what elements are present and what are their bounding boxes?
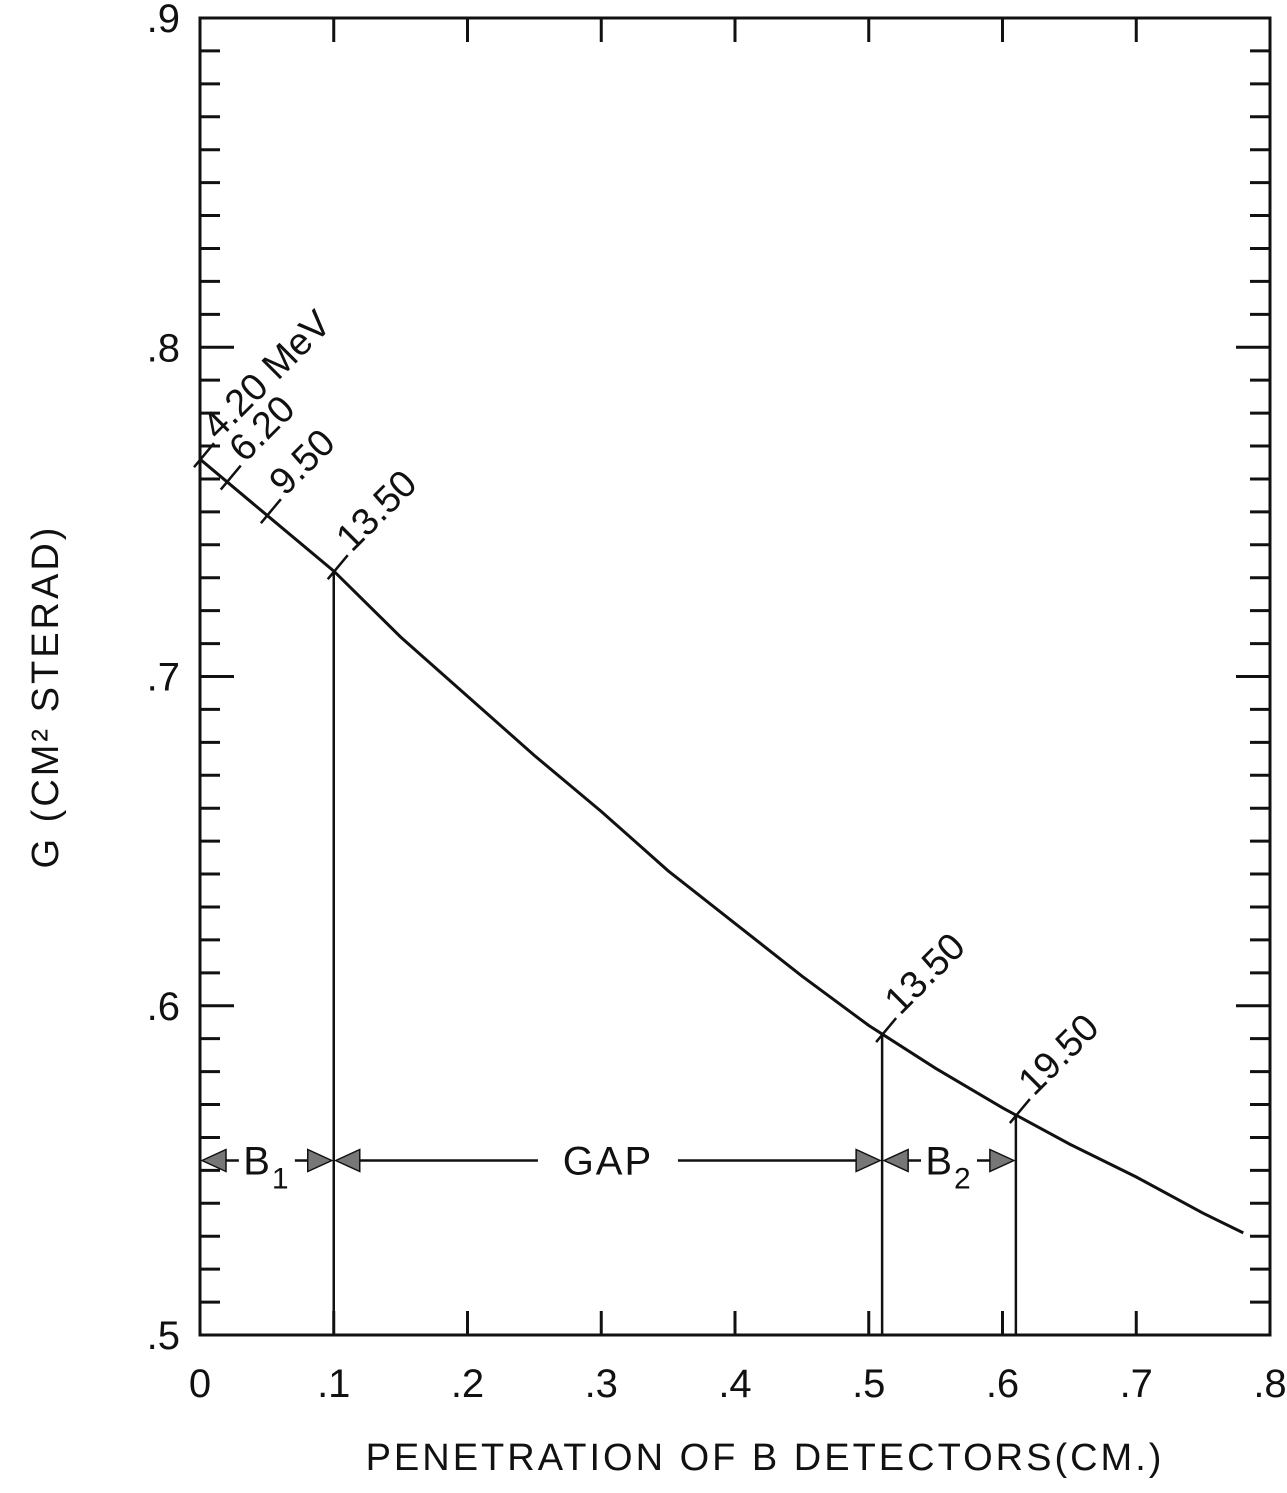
x-tick-label: .5 xyxy=(852,1362,885,1406)
annotation-label: 19.50 xyxy=(1011,1006,1108,1103)
y-tick-label: .5 xyxy=(147,1314,180,1358)
region-markers: B1 GAP B2 xyxy=(200,1139,1016,1195)
y-tick-label: .7 xyxy=(147,656,180,700)
region-arrowhead xyxy=(200,1148,227,1173)
region-arrowhead xyxy=(989,1148,1016,1173)
x-axis-title: PENETRATION OF B DETECTORS(CM.) xyxy=(366,1437,1165,1479)
boundary-lines xyxy=(332,571,1018,1335)
annotation-tick xyxy=(326,554,349,580)
x-tick-label: .1 xyxy=(317,1362,350,1406)
series-line xyxy=(199,458,1244,1235)
region-label: B2 xyxy=(925,1139,972,1195)
x-tick-label: .6 xyxy=(986,1362,1019,1406)
axes-frame xyxy=(198,16,1272,1337)
region-arrowhead xyxy=(855,1148,882,1173)
x-tick-label: .8 xyxy=(1253,1362,1286,1406)
annotation-tick xyxy=(193,442,215,468)
y-tick-label: .8 xyxy=(147,326,180,370)
region-arrowhead xyxy=(882,1148,909,1173)
tick-labels: 0 .1 .2 .3 .4 .5 .6 .7 .8 .5 .6 .7 .8 .9 xyxy=(147,0,1287,1406)
x-tick-label: .7 xyxy=(1120,1362,1153,1406)
region-label-subscript: 2 xyxy=(954,1162,973,1195)
region-label: B1 xyxy=(243,1139,290,1195)
x-tick-label: .4 xyxy=(718,1362,751,1406)
y-axis-title: G (CM² STERAD) xyxy=(25,525,67,869)
annotation-tick xyxy=(259,498,282,524)
series-group xyxy=(199,458,1244,1235)
region-label: GAP xyxy=(563,1139,653,1183)
annotation-label: 13.50 xyxy=(877,925,974,1022)
region-label-subscript: 1 xyxy=(272,1162,291,1195)
annotation-tick xyxy=(219,464,242,491)
x-tick-label: .3 xyxy=(585,1362,618,1406)
x-tick-label: .2 xyxy=(451,1362,484,1406)
region-arrowhead xyxy=(333,1148,361,1173)
annotation-label: 13.50 xyxy=(328,463,425,560)
annotation-tick xyxy=(875,1017,898,1043)
y-tick-label: .9 xyxy=(147,0,180,41)
region-arrowhead xyxy=(307,1148,334,1173)
x-tick-label: 0 xyxy=(189,1362,211,1406)
y-tick-label: .6 xyxy=(147,985,180,1029)
tick-marks xyxy=(200,18,1270,1335)
plot-frame xyxy=(198,16,1272,1337)
annotation-tick xyxy=(1008,1098,1031,1124)
